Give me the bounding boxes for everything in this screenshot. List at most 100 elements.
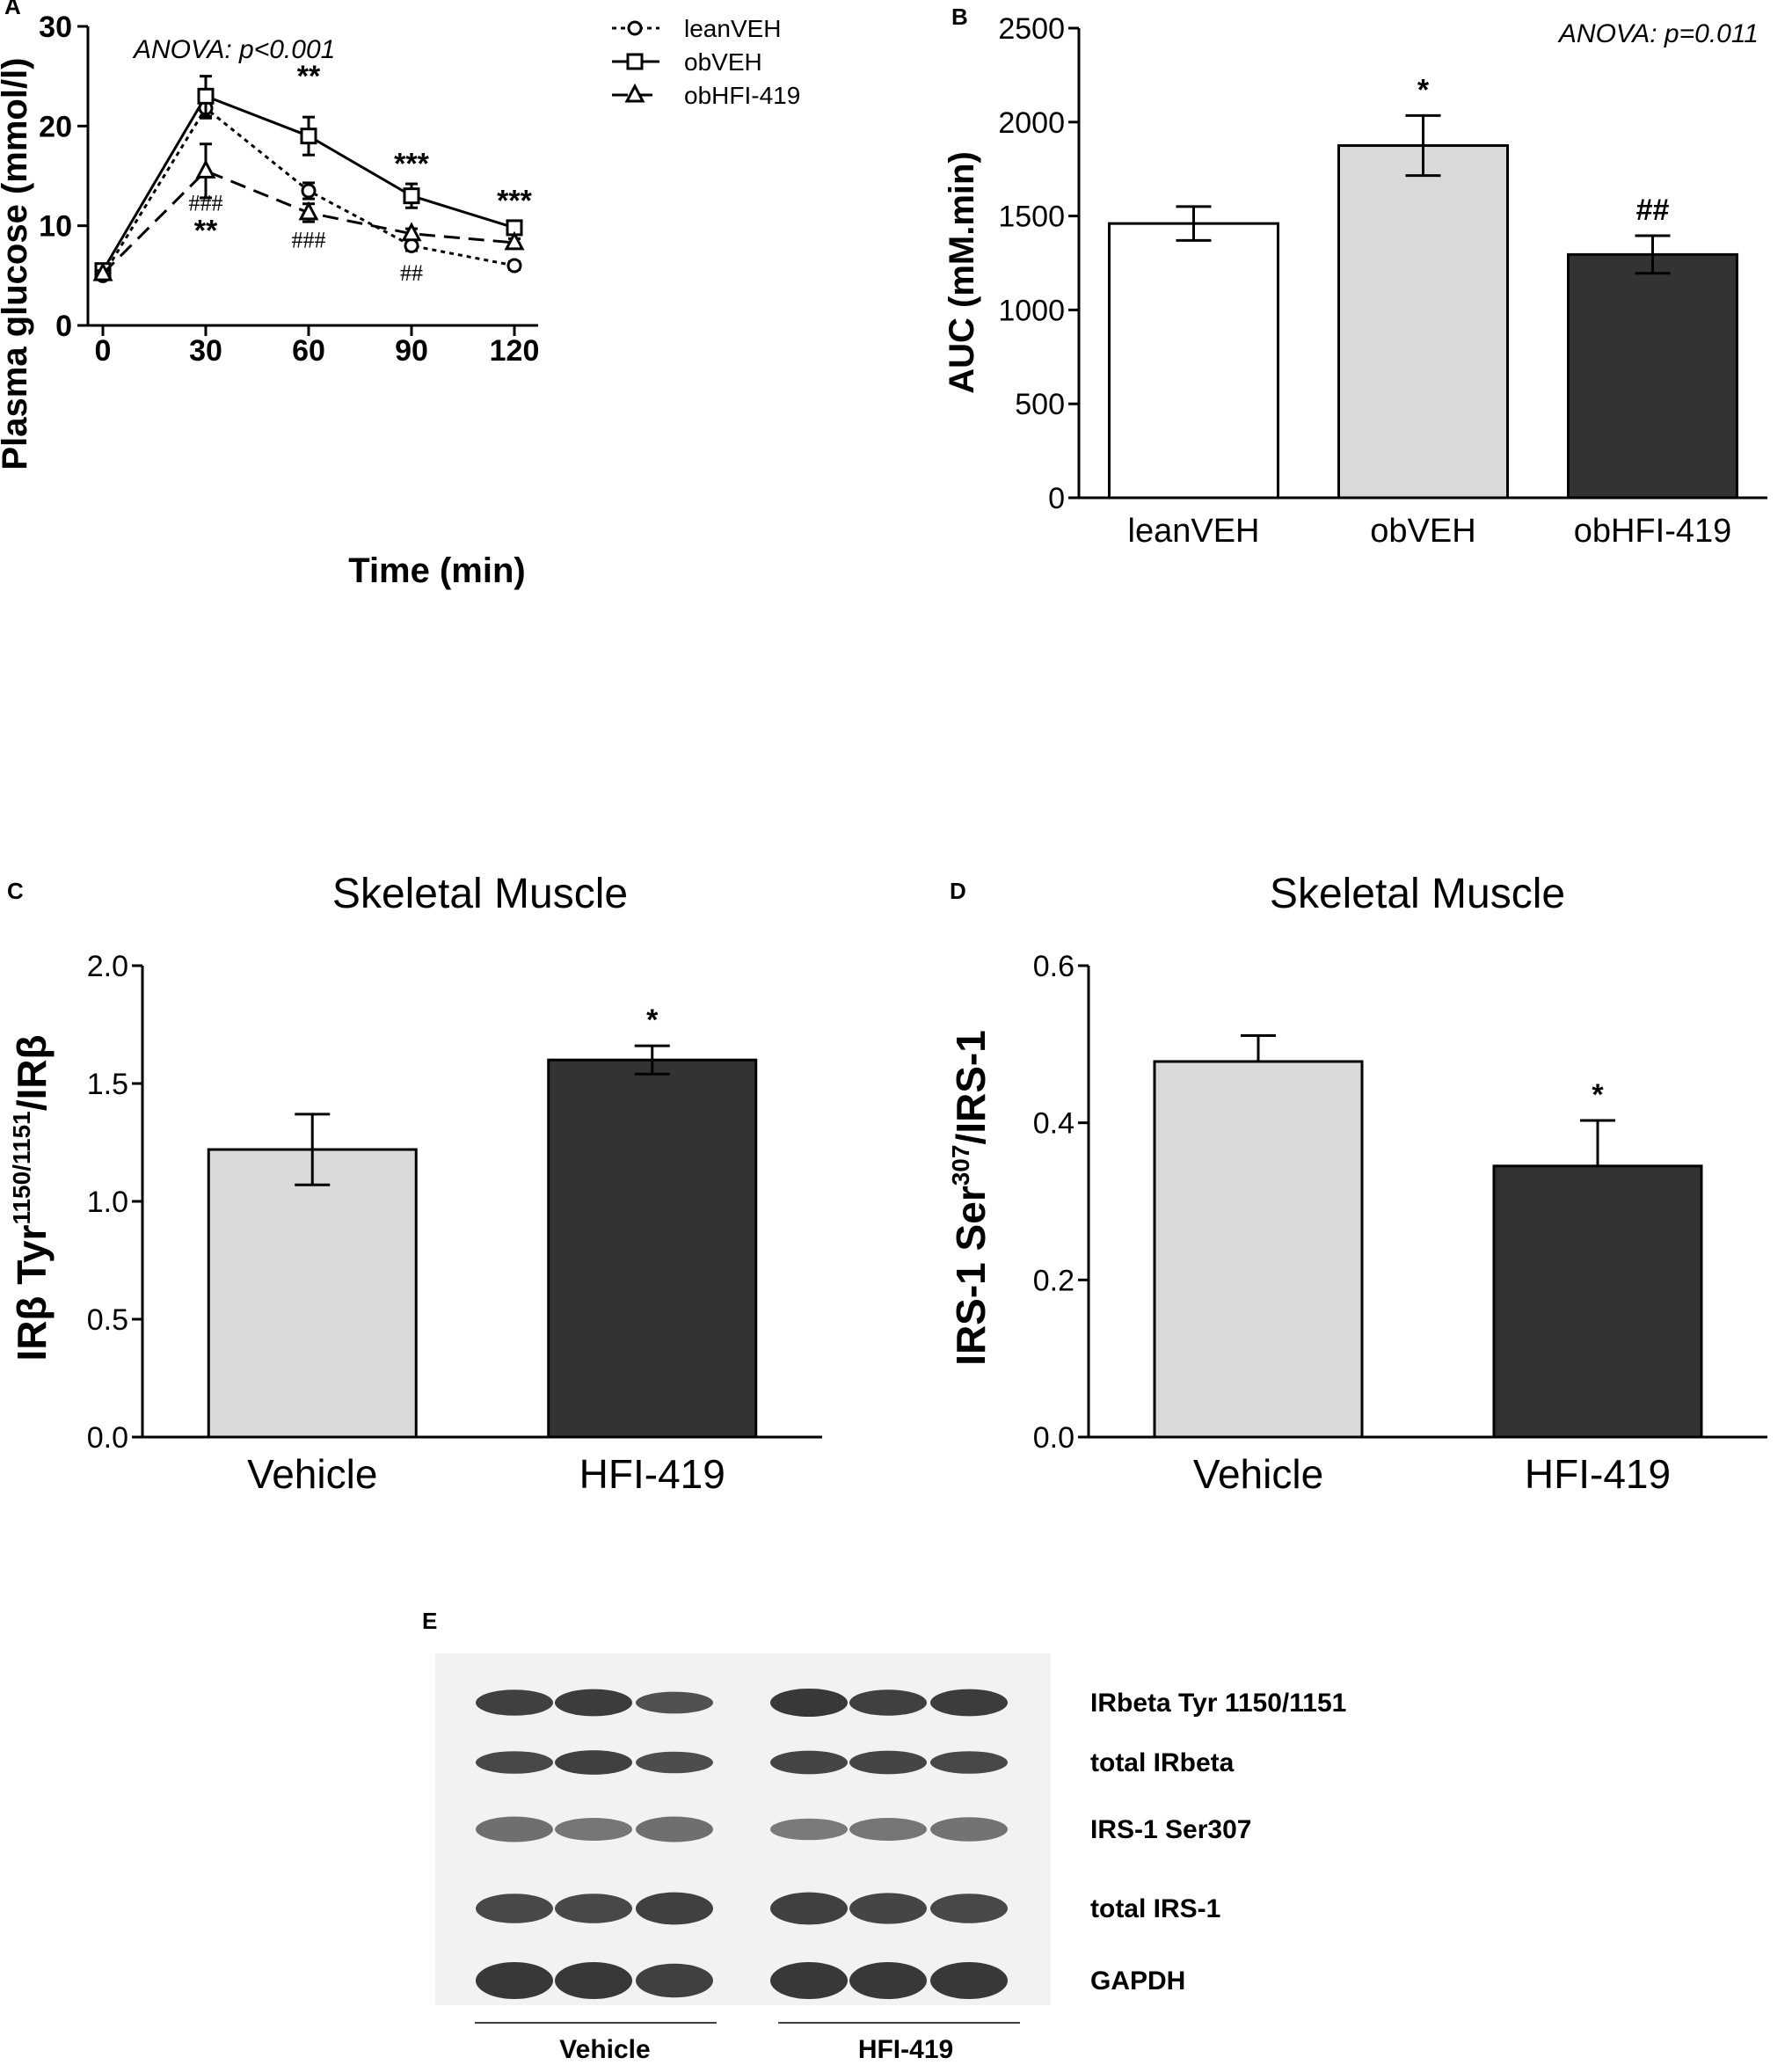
blot-band xyxy=(930,1894,1008,1923)
panel-b-y-tick-label: 500 xyxy=(1015,388,1065,421)
a-x-tick-label: 0 xyxy=(95,334,112,368)
vehicle-group-label: Vehicle xyxy=(559,2035,650,2064)
a-y-tick-label: 0 xyxy=(55,310,72,343)
panel-b-y-tick-label: 0 xyxy=(1048,482,1065,515)
blot-row-label: GAPDH xyxy=(1090,1966,1185,1996)
panel-c: C Skeletal Muscle 0.0 0.5 1.0 1.5 2.0 Vehicle… xyxy=(7,871,822,1497)
panel-c-y-tick-label: 2.0 xyxy=(87,950,128,983)
panel-b-y-tick-label: 2500 xyxy=(998,12,1065,46)
blot-band xyxy=(555,1962,632,1999)
blot-band xyxy=(770,1962,848,1999)
panel-b-significance-obveh: * xyxy=(1417,73,1430,106)
blot-band xyxy=(476,1816,553,1842)
a-x-tick-label: 30 xyxy=(189,334,222,368)
blot-band xyxy=(636,1751,713,1774)
blot-row-label: total IRbeta xyxy=(1090,1748,1235,1777)
panel-d-title: Skeletal Muscle xyxy=(1270,871,1565,917)
blot-band xyxy=(770,1818,848,1841)
panel-a-ylabel: Plasma glucose (mmol/l) xyxy=(0,57,34,470)
blot-band xyxy=(476,1962,553,1999)
a-significance-mark: ### xyxy=(292,228,326,253)
blot-row-label: IRS-1 Ser307 xyxy=(1090,1815,1251,1844)
panel-b-y-tick-label: 1500 xyxy=(998,201,1065,234)
panel-a-anova: ANOVA: p<0.001 xyxy=(132,35,335,64)
a-point-leanveh xyxy=(404,237,419,253)
a-point-obveh xyxy=(300,128,317,145)
panel-d-significance-hfi-419: * xyxy=(1592,1078,1604,1112)
a-significance-mark: ** xyxy=(194,215,218,248)
blot-band xyxy=(476,1751,553,1774)
panel-c-title: Skeletal Muscle xyxy=(332,871,628,917)
panel-c-y-tick-label: 0.5 xyxy=(87,1303,128,1337)
panel-d-chart: 0.0 0.2 0.4 0.6 Vehicle HFI-419 * xyxy=(1033,950,1767,1497)
panel-d-category-label-vehicle: Vehicle xyxy=(1193,1451,1323,1497)
a-significance-mark: *** xyxy=(497,185,532,218)
panel-b-y-tick-label: 2000 xyxy=(998,106,1065,140)
blot-band xyxy=(849,1818,927,1841)
blot-band xyxy=(555,1818,632,1841)
panel-b-anova: ANOVA: p=0.011 xyxy=(1557,19,1759,48)
a-point-obhfi-419 xyxy=(298,201,319,221)
blot-band xyxy=(930,1817,1008,1842)
blot-band xyxy=(930,1962,1008,1999)
blot-band xyxy=(849,1962,927,1999)
panel-b-bar-obhfi-419 xyxy=(1567,252,1738,500)
panel-c-y-tick-label: 1.5 xyxy=(87,1068,128,1101)
panel-b-category-label-obhfi-419: obHFI-419 xyxy=(1574,513,1732,550)
panel-a-letter: A xyxy=(4,0,21,19)
blot-row-labels: IRbeta Tyr 1150/1151 total IRbeta IRS-1 Se… xyxy=(1090,1689,1346,1996)
a-legend-label-obhfi-419: obHFI-419 xyxy=(684,82,800,109)
panel-c-category-label-vehicle: Vehicle xyxy=(247,1451,377,1497)
panel-d-y-tick-label: 0.2 xyxy=(1033,1264,1074,1297)
panel-b-letter: B xyxy=(951,4,968,30)
a-x-tick-label: 120 xyxy=(490,334,540,368)
blot-band xyxy=(636,1892,713,1925)
blot-band xyxy=(636,1816,713,1842)
a-significance-mark: ## xyxy=(400,260,423,286)
panel-c-significance-hfi-419: * xyxy=(646,1003,659,1037)
a-point-obhfi-419 xyxy=(504,230,525,251)
panel-b-category-label-obveh: obVEH xyxy=(1370,513,1475,550)
a-point-obhfi-419 xyxy=(195,159,216,179)
blot-band xyxy=(555,1689,632,1717)
blot-band xyxy=(849,1689,927,1716)
panel-b-bar-obveh xyxy=(1337,144,1509,500)
a-y-tick-label: 20 xyxy=(39,110,72,143)
a-legend-label-obveh: obVEH xyxy=(684,48,762,76)
a-x-tick-label: 60 xyxy=(292,334,325,368)
panel-d-ylabel: IRS-1 Ser307/IRS-1 xyxy=(947,1030,994,1366)
panel-c-chart: 0.0 0.5 1.0 1.5 2.0 Vehicle HFI-419 * xyxy=(87,950,822,1497)
panel-d-bar-hfi-419 xyxy=(1492,1164,1703,1439)
panel-a-series xyxy=(92,75,525,283)
a-y-tick-label: 10 xyxy=(39,210,72,244)
panel-a-axes: 0 10 20 30 0 30 60 90 120 xyxy=(39,11,539,368)
hfi-group-label: HFI-419 xyxy=(858,2035,953,2064)
panel-c-bar-vehicle xyxy=(207,1148,418,1439)
panel-c-y-tick-label: 1.0 xyxy=(87,1186,128,1219)
panel-c-bar-hfi-419 xyxy=(547,1058,758,1439)
blot-band xyxy=(555,1750,632,1775)
blot-band xyxy=(849,1750,927,1775)
a-point-leanveh xyxy=(301,183,317,199)
blot-row-label: IRbeta Tyr 1150/1151 xyxy=(1090,1689,1346,1718)
panel-b-bar-leanveh xyxy=(1108,222,1279,500)
blot-band xyxy=(770,1750,848,1775)
panel-c-y-tick-label: 0.0 xyxy=(87,1421,128,1455)
panel-b-ylabel: AUC (mM.min) xyxy=(943,151,981,394)
panel-d: D Skeletal Muscle 0.0 0.2 0.4 0.6 Vehicle HFI… xyxy=(947,871,1767,1497)
a-legend-marker-obhfi-419 xyxy=(624,83,645,103)
panel-a-xlabel: Time (min) xyxy=(348,551,526,590)
a-point-leanveh xyxy=(506,258,522,274)
blot-band xyxy=(930,1689,1008,1717)
panel-c-ylabel: IRβ Tyr1150/1151/IRβ xyxy=(8,1034,55,1361)
blot-band xyxy=(476,1894,553,1923)
blot-band xyxy=(636,1691,713,1714)
panel-c-category-label-hfi-419: HFI-419 xyxy=(579,1451,725,1497)
blot-band xyxy=(636,1963,713,1998)
blot-band xyxy=(476,1689,553,1716)
blot-row-label: total IRS-1 xyxy=(1090,1894,1220,1923)
a-significance-mark: *** xyxy=(394,148,429,181)
panel-d-y-tick-label: 0.4 xyxy=(1033,1107,1074,1141)
a-point-obhfi-419 xyxy=(92,261,113,281)
